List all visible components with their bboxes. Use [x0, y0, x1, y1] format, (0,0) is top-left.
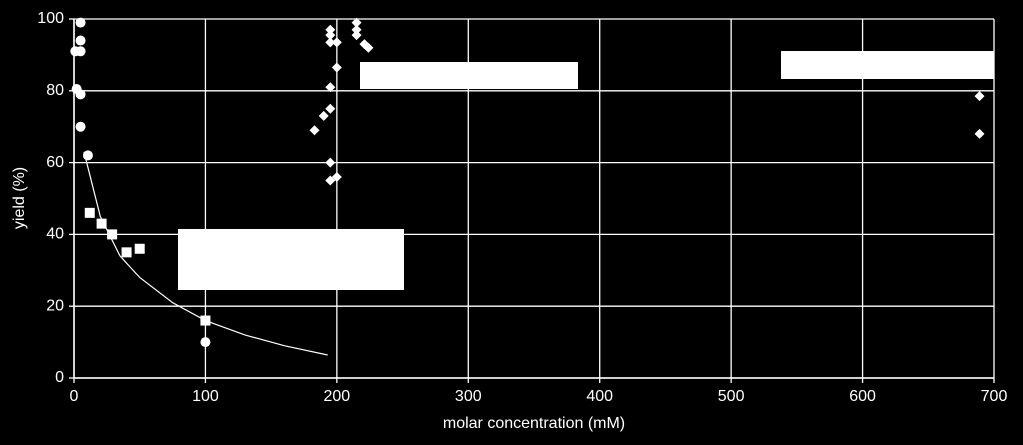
- point: [331, 37, 342, 48]
- point: [325, 175, 336, 186]
- x-tick-label: 0: [70, 388, 79, 405]
- point: [134, 243, 145, 254]
- point: [325, 82, 336, 93]
- x-tick-label: 400: [586, 388, 613, 405]
- x-tick-label: 700: [981, 388, 1008, 405]
- x-tick-label: 500: [718, 388, 745, 405]
- label-box: [360, 62, 578, 89]
- point: [974, 91, 985, 102]
- point: [75, 89, 86, 100]
- x-tick-label: 300: [455, 388, 482, 405]
- fit-curve: [83, 151, 328, 356]
- x-axis-label: molar concentration (mM): [443, 415, 625, 432]
- label-box: [781, 51, 994, 79]
- point: [331, 171, 342, 182]
- point: [325, 30, 336, 41]
- point: [363, 42, 374, 53]
- point: [325, 157, 336, 168]
- point: [331, 62, 342, 73]
- y-tick-label: 0: [55, 369, 64, 386]
- point: [75, 121, 86, 132]
- point: [325, 103, 336, 114]
- point: [309, 125, 320, 136]
- point: [351, 17, 362, 28]
- point: [318, 110, 329, 121]
- y-tick-label: 20: [46, 297, 64, 314]
- y-tick-label: 60: [46, 154, 64, 171]
- x-tick-label: 200: [324, 388, 351, 405]
- x-tick-label: 100: [192, 388, 219, 405]
- point: [75, 46, 86, 57]
- y-axis-label: yield (%): [11, 167, 28, 229]
- point: [974, 128, 985, 139]
- point: [200, 337, 211, 348]
- label-box: [178, 229, 404, 290]
- point: [75, 35, 86, 46]
- point: [351, 30, 362, 41]
- point: [75, 17, 86, 28]
- point: [96, 218, 107, 229]
- point: [84, 207, 95, 218]
- y-tick-label: 80: [46, 82, 64, 99]
- point: [325, 24, 336, 35]
- y-tick-label: 100: [37, 10, 64, 27]
- point: [351, 24, 362, 35]
- x-tick-label: 600: [849, 388, 876, 405]
- point: [325, 37, 336, 48]
- point: [121, 247, 132, 258]
- y-tick-label: 40: [46, 226, 64, 243]
- point: [107, 229, 118, 240]
